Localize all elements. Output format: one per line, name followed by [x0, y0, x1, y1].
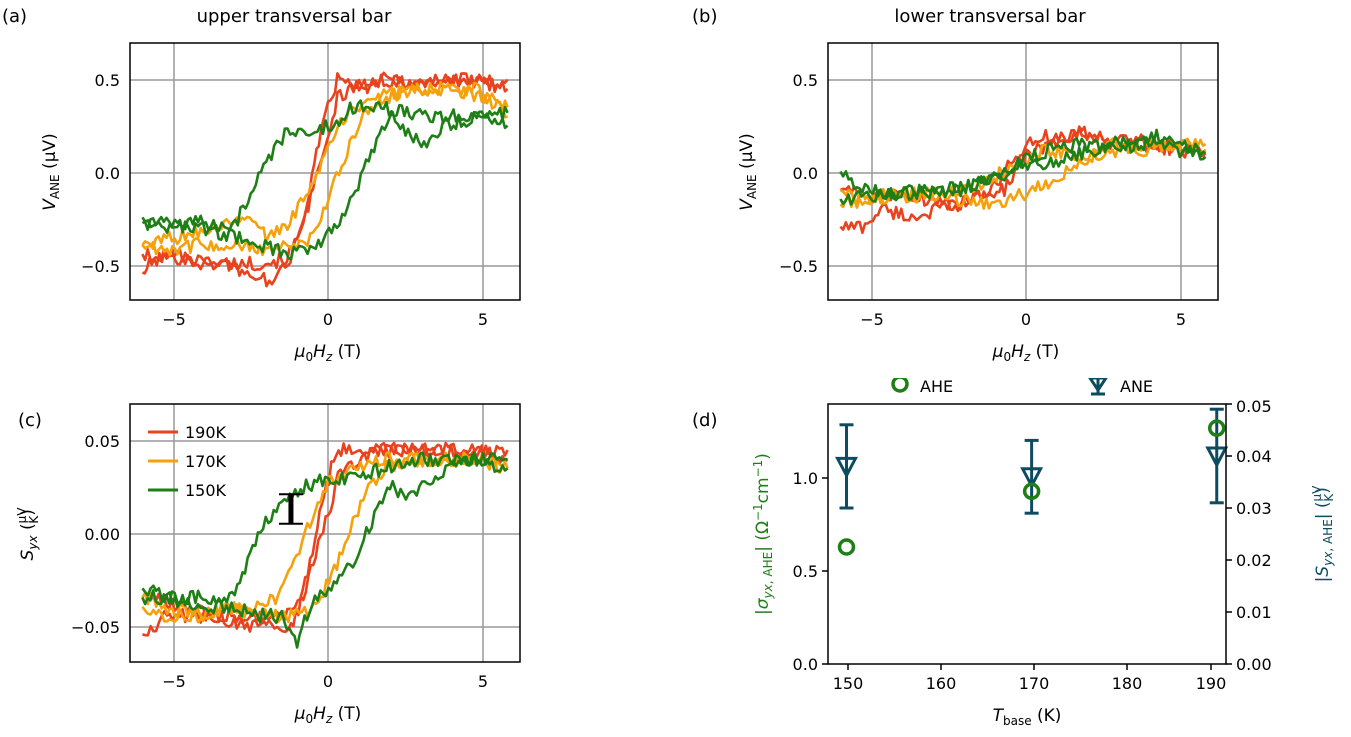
series-line-c-2-up: [141, 452, 508, 649]
series-line-a-0-down: [141, 72, 509, 288]
series-line-a-2-down: [141, 99, 509, 232]
xtick-b-zero: 0: [1021, 310, 1031, 329]
xtick-b-pos: 5: [1176, 310, 1186, 329]
ahe-point-1: [1022, 482, 1041, 501]
panel-label-b: (b): [692, 6, 717, 27]
panel-label-a: (a): [2, 6, 27, 27]
series-line-c-1-down: [141, 450, 509, 621]
ylabel-a: VANE (μV): [40, 133, 62, 211]
ahe-point-0: [837, 538, 856, 556]
series-line-c-2-down: [141, 451, 509, 606]
ylabel-d-right: |Syx, AHE| (μVK): [1310, 485, 1336, 583]
axes-frame-b: [827, 42, 1219, 301]
xlabel-d: Tbase (K): [993, 706, 1062, 728]
xtick-a-zero: 0: [323, 310, 333, 329]
xtick-d-3: 180: [1112, 674, 1143, 693]
series-lines-c: [141, 441, 509, 649]
ytick-d-right-0: 0.00: [1236, 655, 1272, 674]
xlabel-a: μ0Hz (T): [294, 342, 362, 364]
ane-point-0: [835, 456, 859, 479]
ytick-c-high: 0.05: [84, 432, 120, 451]
title-a: upper transversal bar: [197, 6, 392, 27]
axes-frame-a: [129, 42, 521, 301]
ytick-d-left-0: 0.0: [793, 655, 818, 674]
title-b: lower transversal bar: [894, 6, 1086, 27]
series-lines-b: [839, 125, 1207, 235]
ylabel-b: VANE (μV): [737, 133, 759, 211]
panel-b: 0.5 0.0 −0.5 −5 0 5 μ0Hz (T) VANE (μV): [737, 42, 1219, 364]
legend-marker-ahe: [891, 375, 909, 393]
xlabel-b: μ0Hz (T): [992, 342, 1060, 364]
legend-label-ahe: AHE: [920, 377, 953, 396]
ylabel-c: Syx (μVK): [15, 507, 41, 561]
xtick-d-0: 150: [833, 674, 864, 693]
ytick-d-right-5: 0.05: [1236, 397, 1272, 416]
xtick-b-neg: −5: [860, 310, 884, 329]
ytick-a-zero: 0.0: [95, 164, 120, 183]
ane-point-1: [1020, 467, 1044, 490]
ytick-a-low: −0.5: [81, 257, 120, 276]
series-line-b-2-down: [839, 136, 1207, 206]
legend-label-150k: 150K: [185, 481, 227, 500]
xtick-a-neg: −5: [162, 310, 186, 329]
panel-label-d: (d): [692, 410, 717, 431]
legend-label-170k: 170K: [185, 452, 227, 471]
ytick-d-right-2: 0.02: [1236, 551, 1272, 570]
ytick-d-left-1: 0.5: [793, 562, 818, 581]
legend-clip-mask: [880, 364, 1180, 378]
ytick-d-left-2: 1.0: [793, 469, 818, 488]
panel-a: 0.5 0.0 −0.5 −5 0 5 μ0Hz (T) VANE (μV): [40, 42, 521, 364]
legend-label-190k: 190K: [185, 423, 227, 442]
ytick-d-right-4: 0.04: [1236, 447, 1272, 466]
scatter-points-d: [835, 407, 1229, 556]
ylabel-d-left: |σyx, AHE| (Ω−1cm−1): [751, 453, 775, 615]
xtick-d-4: 190: [1196, 674, 1227, 693]
series-line-a-0-up: [141, 71, 509, 275]
xtick-d-1: 160: [926, 674, 957, 693]
xtick-d-2: 170: [1019, 674, 1050, 693]
legend-label-ane: ANE: [1120, 377, 1153, 396]
ytick-d-right-3: 0.03: [1236, 499, 1272, 518]
xtick-a-pos: 5: [478, 310, 488, 329]
series-line-a-1-down: [141, 81, 509, 251]
panel-c: 190K 170K 150K 0.05 0.00 −0.05 −5 0 5 μ0…: [15, 403, 521, 726]
ane-point-2: [1205, 446, 1229, 469]
ytick-b-high: 0.5: [793, 71, 818, 90]
ytick-c-low: −0.05: [71, 618, 120, 637]
xtick-c-neg: −5: [162, 672, 186, 691]
xlabel-c: μ0Hz (T): [294, 704, 362, 726]
errorbar-c: [278, 493, 303, 525]
axes-frame-c: [129, 403, 521, 663]
ytick-d-right-1: 0.01: [1236, 603, 1272, 622]
ytick-c-zero: 0.00: [84, 525, 120, 544]
series-lines-a: [141, 71, 509, 288]
ytick-b-zero: 0.0: [793, 164, 818, 183]
panel-d: 0.0 0.5 1.0 0.00 0.01 0.02 0.03 0.04 0.0…: [751, 364, 1336, 728]
xtick-c-pos: 5: [478, 672, 488, 691]
panel-label-c: (c): [18, 410, 42, 431]
ahe-point-2: [1207, 419, 1226, 437]
ytick-a-high: 0.5: [95, 71, 120, 90]
xtick-c-zero: 0: [323, 672, 333, 691]
ytick-b-low: −0.5: [779, 257, 818, 276]
axes-frame-d: [827, 403, 1227, 665]
